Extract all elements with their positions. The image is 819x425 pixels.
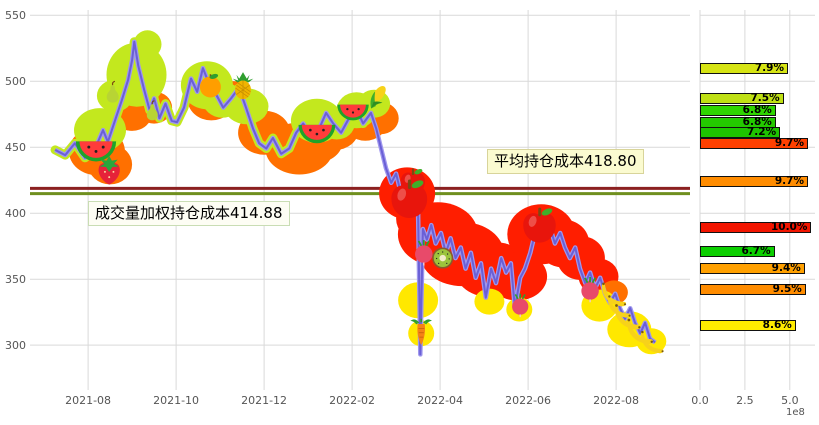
y-tick-label: 500 [5, 75, 26, 89]
x-tick-label: 2022-08 [593, 394, 640, 407]
distribution-bar-label: 6.7% [741, 245, 771, 258]
x-tick-label: 2021-08 [65, 394, 112, 407]
cost-lines [30, 186, 690, 196]
x-tick-label: 2021-12 [241, 394, 288, 407]
distribution-bar-label: 9.5% [772, 283, 802, 296]
distribution-bar-label: 9.7% [774, 175, 804, 188]
distribution-bar: 6.7% [700, 246, 775, 257]
distribution-bar: 10.0% [700, 221, 812, 234]
x-tick-label: 2022-04 [417, 394, 464, 407]
distribution-bar: 9.7% [700, 176, 808, 187]
distribution-bar-label: 6.8% [742, 104, 772, 117]
cost-cluster-blob [474, 288, 505, 315]
cost-cluster-blob [133, 30, 162, 59]
avg-cost-label: 平均持仓成本418.80 [487, 149, 644, 174]
distribution-bar: 9.7% [700, 137, 808, 150]
distribution-bar-label: 9.7% [774, 137, 804, 150]
distribution-bar-label: 6.8% [742, 115, 772, 128]
y-tick-label: 450 [5, 141, 26, 155]
y-tick-label: 400 [5, 207, 26, 221]
distribution-bar-label: 10.0% [770, 221, 808, 234]
dist-axis-exponent: 1e8 [786, 407, 805, 418]
distribution-bar: 7.9% [700, 61, 788, 74]
price-line-outer [54, 39, 657, 357]
distribution-bar: 9.4% [700, 262, 805, 275]
y-tick-label: 300 [5, 339, 26, 353]
distribution-bar-label: 7.2% [746, 126, 777, 139]
x-tick-label: 2022-06 [505, 394, 552, 407]
distribution-bar-label: 7.5% [750, 92, 780, 105]
vwap-cost-label: 成交量加权持仓成本414.88 [88, 201, 290, 226]
dist-x-tick-label: 5.0 [781, 394, 799, 407]
price-chart-plot-area [30, 10, 690, 390]
distribution-bar: 7.2% [700, 126, 781, 139]
distribution-bar-label: 8.6% [762, 319, 792, 332]
volume-distribution-bars: 7.9% 7.5% 6.8% 6.8% 7.2% 9.7% 9.7% 10.0% 6.7% 9.4… [700, 10, 819, 390]
y-tick-label: 350 [5, 273, 26, 287]
x-tick-label: 2021-10 [153, 394, 200, 407]
distribution-bar: 9.5% [700, 283, 806, 296]
y-tick-label: 550 [5, 9, 26, 23]
kiwi-icon [432, 247, 454, 269]
distribution-bar: 6.8% [700, 104, 776, 117]
distribution-bar-label: 9.4% [771, 262, 801, 275]
x-tick-label: 2022-02 [329, 394, 376, 407]
distribution-bar: 7.5% [700, 92, 784, 105]
dist-x-tick-label: 2.5 [736, 394, 754, 407]
distribution-bar-label: 7.9% [754, 61, 784, 74]
distribution-bar: 8.6% [700, 319, 796, 332]
dist-x-tick-label: 0.0 [691, 394, 709, 407]
